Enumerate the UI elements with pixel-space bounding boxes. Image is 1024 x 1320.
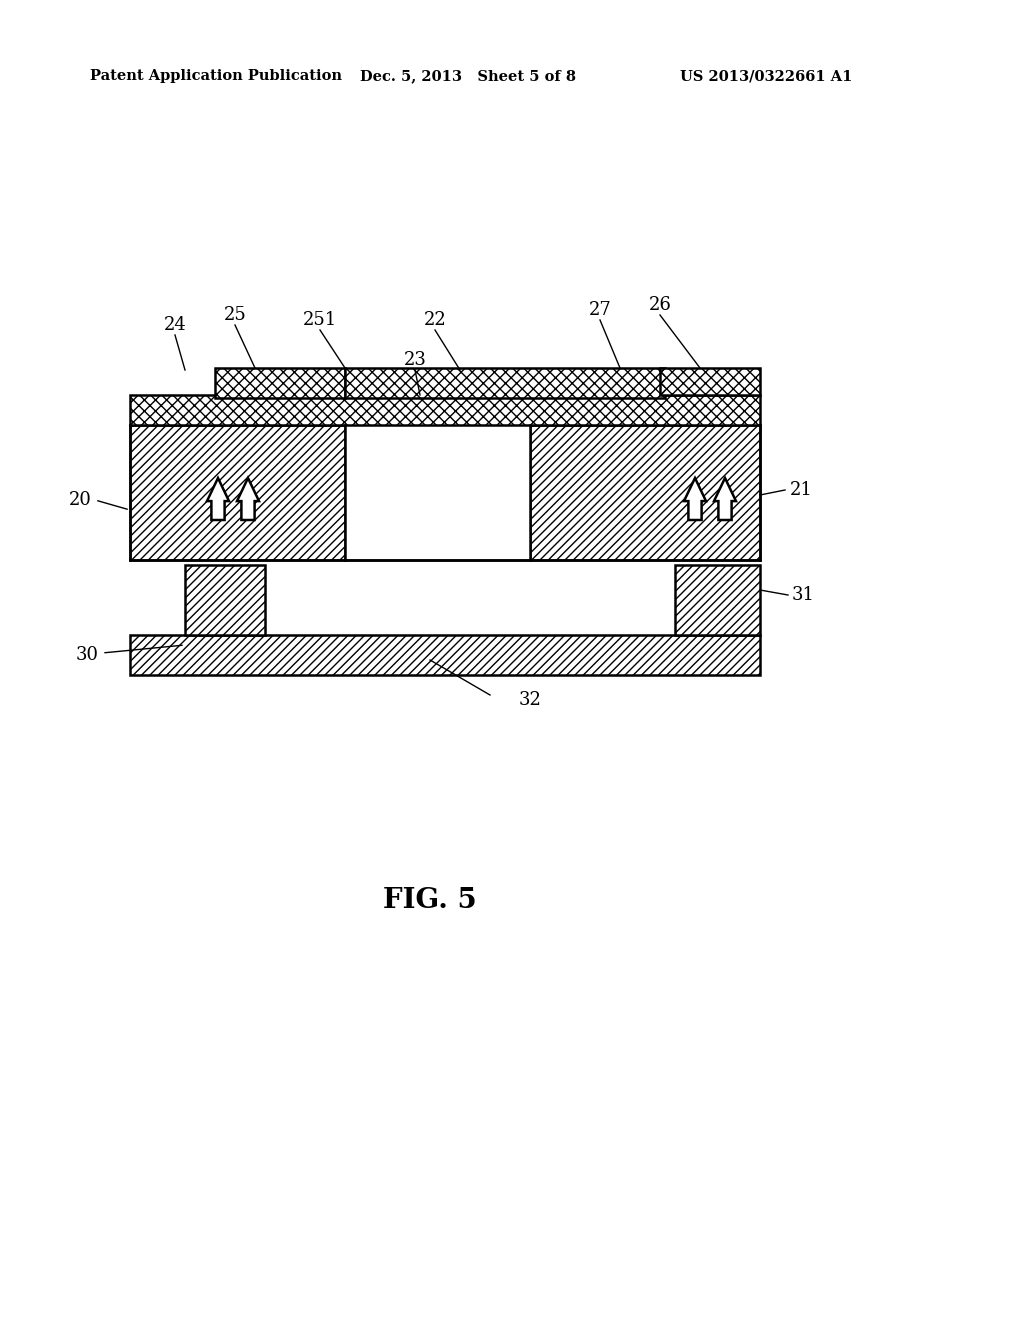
Bar bbox=[215, 368, 345, 399]
Polygon shape bbox=[237, 478, 259, 520]
Bar bbox=[660, 368, 760, 395]
Bar bbox=[675, 565, 760, 635]
Text: 21: 21 bbox=[790, 480, 813, 499]
Bar bbox=[130, 395, 760, 425]
Text: 251: 251 bbox=[303, 312, 337, 329]
Text: 26: 26 bbox=[648, 296, 672, 314]
Bar bbox=[660, 368, 760, 395]
Bar bbox=[345, 368, 665, 399]
Bar bbox=[130, 425, 345, 560]
Bar bbox=[530, 425, 760, 560]
Text: 24: 24 bbox=[164, 315, 186, 334]
Bar bbox=[185, 565, 265, 635]
Polygon shape bbox=[684, 478, 706, 520]
Text: 30: 30 bbox=[76, 645, 98, 664]
Text: Dec. 5, 2013   Sheet 5 of 8: Dec. 5, 2013 Sheet 5 of 8 bbox=[360, 69, 575, 83]
Bar bbox=[185, 565, 265, 635]
Bar bbox=[675, 565, 760, 635]
Text: 27: 27 bbox=[589, 301, 611, 319]
Text: US 2013/0322661 A1: US 2013/0322661 A1 bbox=[680, 69, 852, 83]
Text: 22: 22 bbox=[424, 312, 446, 329]
Polygon shape bbox=[714, 478, 736, 520]
Text: 32: 32 bbox=[518, 690, 542, 709]
Bar bbox=[130, 395, 760, 425]
Bar bbox=[345, 368, 665, 399]
Bar bbox=[130, 635, 760, 675]
Text: 25: 25 bbox=[223, 306, 247, 323]
Polygon shape bbox=[207, 478, 229, 520]
Bar bbox=[530, 425, 760, 560]
Text: 31: 31 bbox=[792, 586, 815, 605]
Text: 20: 20 bbox=[69, 491, 91, 510]
Bar bbox=[345, 425, 530, 560]
Bar bbox=[130, 635, 760, 675]
Bar bbox=[215, 368, 345, 399]
Text: 23: 23 bbox=[403, 351, 426, 370]
Text: Patent Application Publication: Patent Application Publication bbox=[90, 69, 342, 83]
Text: FIG. 5: FIG. 5 bbox=[383, 887, 477, 913]
Bar bbox=[130, 425, 345, 560]
